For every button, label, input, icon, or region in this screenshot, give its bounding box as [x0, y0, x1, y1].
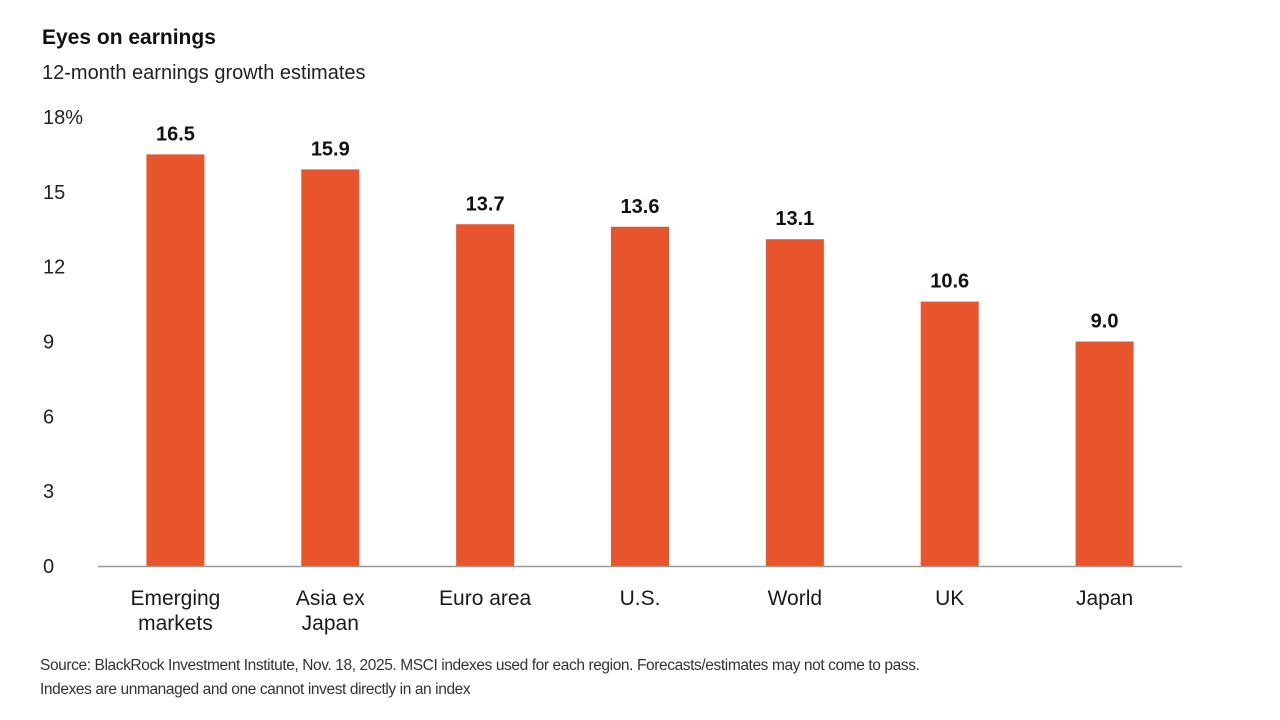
- data-labels-group: 16.5 15.9 13.7 13.6 13.1 10.6 9.0: [156, 123, 1119, 332]
- bar: [920, 301, 979, 566]
- y-axis-ticks: 0 3 6 9 12 15 18%: [43, 107, 83, 578]
- data-label: 13.1: [775, 208, 814, 230]
- data-label: 13.6: [621, 196, 660, 218]
- source-note: Source: BlackRock Investment Institute, …: [40, 654, 1250, 702]
- bar: [146, 154, 205, 566]
- data-label: 13.7: [466, 193, 505, 215]
- bar: [611, 226, 669, 566]
- x-category-label: Euro area: [439, 587, 532, 610]
- data-label: 9.0: [1091, 311, 1119, 333]
- chart-title: Eyes on earnings: [42, 26, 216, 49]
- x-category-label: Emerging: [130, 587, 220, 610]
- x-category-label: Asia ex: [296, 587, 365, 610]
- y-tick-label: 6: [43, 406, 54, 428]
- data-label: 15.9: [311, 138, 350, 160]
- x-category-label: UK: [935, 587, 964, 610]
- y-tick-label: 0: [43, 556, 54, 578]
- x-category-label: World: [768, 587, 822, 610]
- data-label: 16.5: [156, 123, 195, 145]
- y-tick-label: 12: [43, 257, 65, 279]
- y-tick-label: 3: [43, 481, 54, 503]
- y-tick-label: 9: [43, 332, 54, 354]
- x-category-label: Japan: [1076, 587, 1133, 610]
- y-tick-label: 18%: [43, 107, 83, 129]
- x-category-label: Japan: [302, 612, 359, 635]
- bar: [1075, 341, 1134, 566]
- chart-subtitle: 12-month earnings growth estimates: [42, 62, 366, 84]
- bar: [456, 224, 515, 566]
- bars-group: [146, 154, 1134, 566]
- x-category-label: markets: [138, 612, 213, 635]
- bar: [301, 169, 360, 566]
- data-label: 10.6: [930, 271, 969, 293]
- y-tick-label: 15: [43, 182, 65, 204]
- source-line-2: Indexes are unmanaged and one cannot inv…: [40, 681, 471, 698]
- source-line-1: Source: BlackRock Investment Institute, …: [40, 657, 920, 674]
- bar: [765, 239, 824, 566]
- x-category-label: U.S.: [620, 587, 661, 610]
